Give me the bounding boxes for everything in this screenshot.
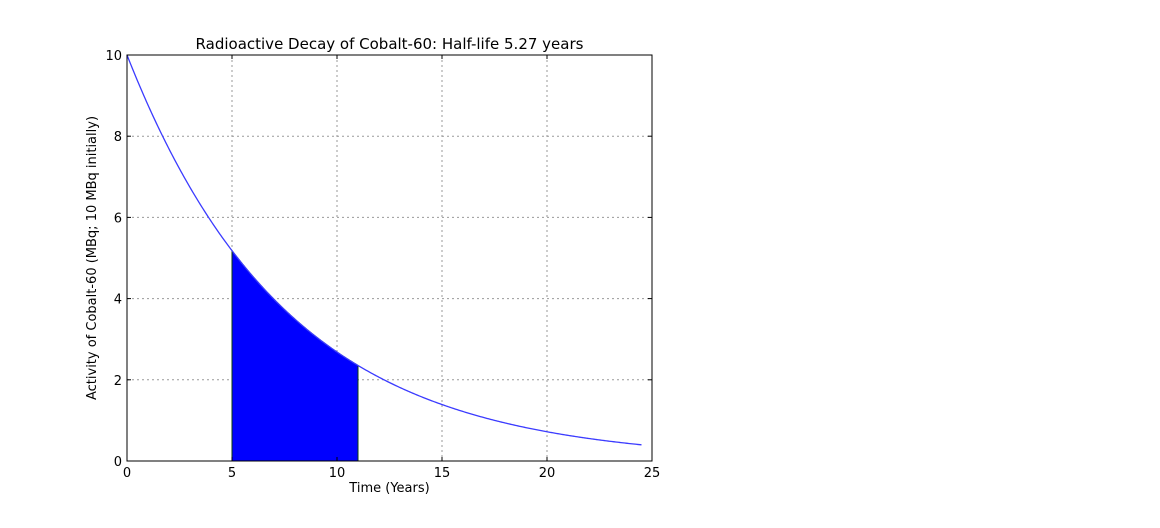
y-tick-label: 2 bbox=[114, 374, 122, 389]
x-tick-label: 15 bbox=[434, 466, 451, 481]
x-tick-label: 10 bbox=[329, 466, 346, 481]
x-tick-label: 25 bbox=[644, 466, 661, 481]
y-tick-label: 8 bbox=[114, 130, 122, 145]
x-tick-label: 5 bbox=[228, 466, 236, 481]
x-tick-label: 0 bbox=[123, 466, 131, 481]
y-tick-label: 0 bbox=[114, 455, 122, 470]
x-tick-label: 20 bbox=[539, 466, 556, 481]
plot-frame bbox=[126, 54, 653, 462]
decay-line bbox=[126, 54, 642, 446]
x-axis-label: Time (Years) bbox=[348, 481, 429, 496]
y-tick-label: 4 bbox=[114, 293, 122, 308]
decay-curve bbox=[126, 54, 642, 446]
chart-title: Radioactive Decay of Cobalt-60: Half-lif… bbox=[196, 35, 584, 53]
y-tick-label: 10 bbox=[105, 49, 122, 64]
y-tick-label: 6 bbox=[114, 211, 122, 226]
y-axis-label: Activity of Cobalt-60 (MBq; 10 MBq initi… bbox=[85, 116, 100, 400]
ticks bbox=[126, 54, 653, 462]
x-tick-labels: 0 5 10 15 20 25 bbox=[123, 466, 660, 481]
y-tick-labels: 0 2 4 6 8 10 bbox=[105, 49, 122, 470]
